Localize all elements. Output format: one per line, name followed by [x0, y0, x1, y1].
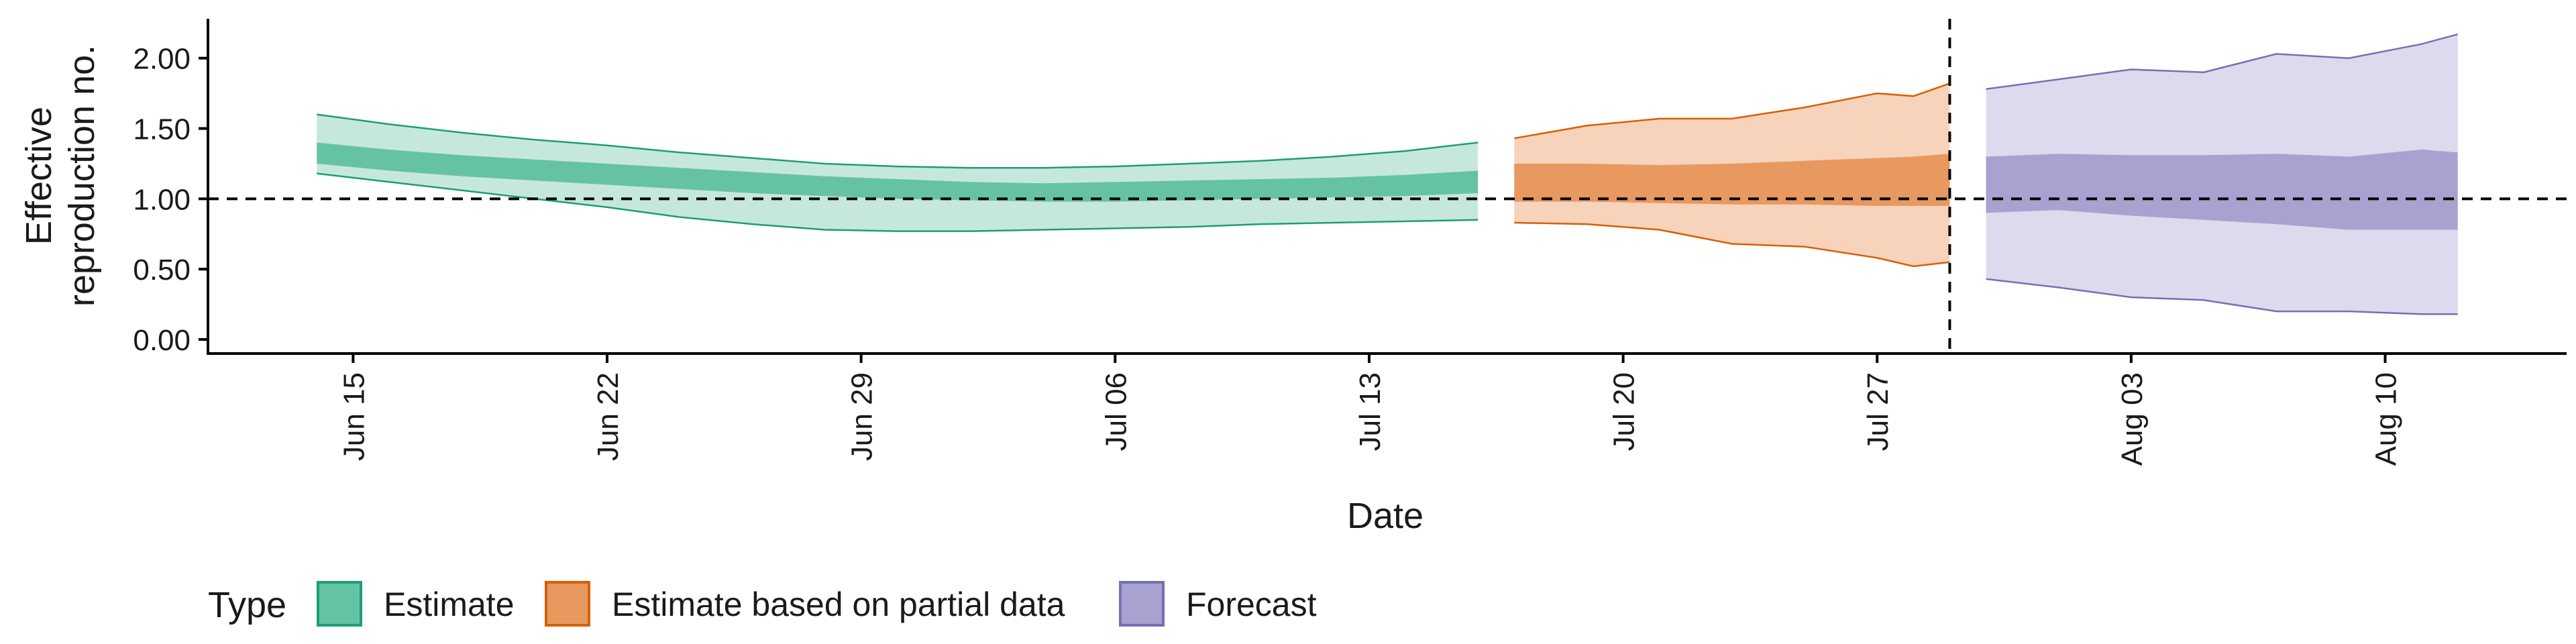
x-tick-label: Jul 27: [1862, 372, 1894, 451]
x-tick-label: Jun 22: [592, 372, 625, 461]
estimate-lower-edge: [317, 172, 1479, 232]
legend: Type Estimate Estimate based on partial …: [208, 581, 1317, 627]
legend-key-estimate: [317, 581, 362, 627]
forecast-inner-band: [1986, 150, 2458, 230]
y-tick-label: 0.00: [133, 324, 191, 357]
y-axis-title-line2: reproduction no.: [62, 45, 102, 307]
legend-title: Type: [208, 585, 286, 625]
partial-upper-edge: [1514, 83, 1950, 140]
estimate-inner-band: [317, 142, 1479, 202]
x-tick-label: Jul 13: [1354, 372, 1387, 451]
legend-label-estimate: Estimate: [384, 586, 515, 623]
y-axis-ticks: 0.00 0.50 1.00 1.50 2.00: [133, 43, 208, 357]
estimate-upper-edge: [317, 113, 1479, 169]
series-forecast: [1986, 33, 2459, 315]
estimate-outer-band: [317, 114, 1479, 231]
forecast-upper-edge: [1986, 33, 2459, 91]
x-tick-label: Jul 06: [1099, 372, 1132, 451]
legend-item-forecast: Forecast: [1119, 581, 1317, 627]
legend-item-estimate: Estimate: [317, 581, 515, 627]
legend-key-partial: [545, 581, 590, 627]
legend-item-partial: Estimate based on partial data: [545, 581, 1065, 627]
y-tick-label: 1.50: [133, 113, 191, 146]
x-tick-label: Jul 20: [1608, 372, 1641, 451]
legend-label-partial: Estimate based on partial data: [612, 586, 1065, 623]
y-axis-title-line1: Effective: [19, 107, 59, 245]
y-tick-label: 0.50: [133, 254, 191, 286]
partial-lower-edge: [1514, 221, 1950, 268]
y-tick-label: 2.00: [133, 43, 191, 76]
plot-area: 0.000.501.001.502.00 Jun 15 Jun 22 Jun 29 J…: [133, 19, 2567, 466]
series-bands: [317, 33, 2459, 315]
forecast-lower-edge: [1986, 278, 2458, 315]
x-tick-label: Aug 03: [2116, 372, 2149, 466]
y-tick-label: 1.00: [133, 183, 191, 216]
x-tick-label: Aug 10: [2370, 372, 2403, 466]
series-partial: [1514, 83, 1950, 268]
x-axis-title: Date: [1347, 496, 1424, 536]
legend-label-forecast: Forecast: [1186, 586, 1317, 623]
partial-inner-band: [1514, 154, 1950, 206]
series-estimate: [317, 113, 1479, 232]
x-tick-label: Jun 15: [337, 372, 370, 461]
x-axis-ticks: Jun 15 Jun 22 Jun 29 Jul 06 Jul 13 Jul 20 Jul …: [337, 354, 2403, 466]
legend-key-forecast: [1119, 581, 1165, 627]
x-tick-label: Jun 29: [846, 372, 879, 461]
